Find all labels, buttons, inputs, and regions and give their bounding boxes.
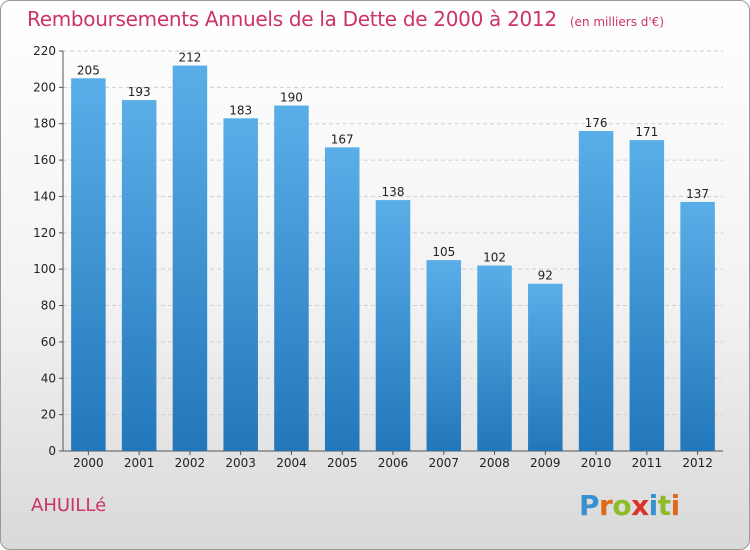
bar-2003 <box>223 118 258 451</box>
bar-2008 <box>477 265 512 451</box>
logo-letter: x <box>631 489 649 522</box>
x-tick-label: 2007 <box>428 456 459 470</box>
x-tick-label: 2011 <box>632 456 663 470</box>
bar-2011 <box>629 140 665 451</box>
y-tick-label: 220 <box>33 44 56 58</box>
bar-2009 <box>528 283 563 451</box>
commune-name: AHUILLé <box>31 495 107 516</box>
x-tick-label: 2009 <box>530 456 561 470</box>
bar-2002 <box>172 65 208 451</box>
x-tick-label: 2002 <box>175 456 206 470</box>
data-label-2011: 171 <box>635 125 658 139</box>
data-label-2008: 102 <box>483 251 506 265</box>
data-label-2010: 176 <box>585 116 608 130</box>
chart-title-block: Remboursements Annuels de la Dette de 20… <box>27 7 664 31</box>
y-tick-label: 180 <box>33 117 56 131</box>
bar-2010 <box>578 131 614 451</box>
bar-2000 <box>71 78 106 451</box>
logo-letter: o <box>612 489 632 522</box>
y-tick-label: 100 <box>33 262 56 276</box>
data-label-2006: 138 <box>382 185 405 199</box>
logo-letter: r <box>599 489 613 522</box>
data-label-2012: 137 <box>686 187 709 201</box>
x-tick-label: 2004 <box>276 456 307 470</box>
x-tick-label: 2005 <box>327 456 358 470</box>
y-tick-label: 200 <box>33 80 56 94</box>
data-label-2007: 105 <box>432 245 455 259</box>
data-label-2001: 193 <box>128 85 151 99</box>
bar-2004 <box>274 105 309 451</box>
x-tick-label: 2006 <box>378 456 409 470</box>
bar-2006 <box>375 200 411 451</box>
y-tick-label: 160 <box>33 153 56 167</box>
x-tick-label: 2010 <box>581 456 612 470</box>
bar-2012 <box>680 201 715 451</box>
x-tick-label: 2001 <box>124 456 155 470</box>
proxiti-logo: Proxiti <box>579 489 680 522</box>
data-label-2009: 92 <box>538 269 553 283</box>
data-label-2004: 190 <box>280 91 303 105</box>
logo-letter: P <box>579 489 600 522</box>
y-tick-label: 40 <box>41 371 56 385</box>
data-label-2002: 212 <box>178 51 201 65</box>
data-labels: 205 193 212 183 190 167 138 105 102 92 176 171 137 <box>77 51 709 283</box>
bar-2007 <box>426 260 462 451</box>
y-tick-label: 60 <box>41 335 56 349</box>
y-tick-label: 20 <box>41 408 56 422</box>
data-label-2003: 183 <box>229 103 252 117</box>
bar-2005 <box>324 147 360 451</box>
x-tick-label: 2012 <box>682 456 713 470</box>
data-label-2005: 167 <box>331 132 354 146</box>
x-tick-label: 2008 <box>479 456 510 470</box>
chart-subtitle: (en milliers d'€) <box>569 15 664 29</box>
data-label-2000: 205 <box>77 63 100 77</box>
y-tick-label: 0 <box>48 444 56 458</box>
logo-letter: i <box>648 489 659 522</box>
chart-title: Remboursements Annuels de la Dette de 20… <box>27 7 557 31</box>
bars <box>71 65 715 451</box>
logo-letter: t <box>657 489 671 522</box>
logo-letter: i <box>670 489 681 522</box>
y-tick-label: 80 <box>41 299 56 313</box>
x-tick-label: 2000 <box>73 456 104 470</box>
x-tick-label: 2003 <box>225 456 256 470</box>
y-tick-label: 140 <box>33 189 56 203</box>
y-tick-label: 120 <box>33 226 56 240</box>
bar-2001 <box>121 100 157 451</box>
